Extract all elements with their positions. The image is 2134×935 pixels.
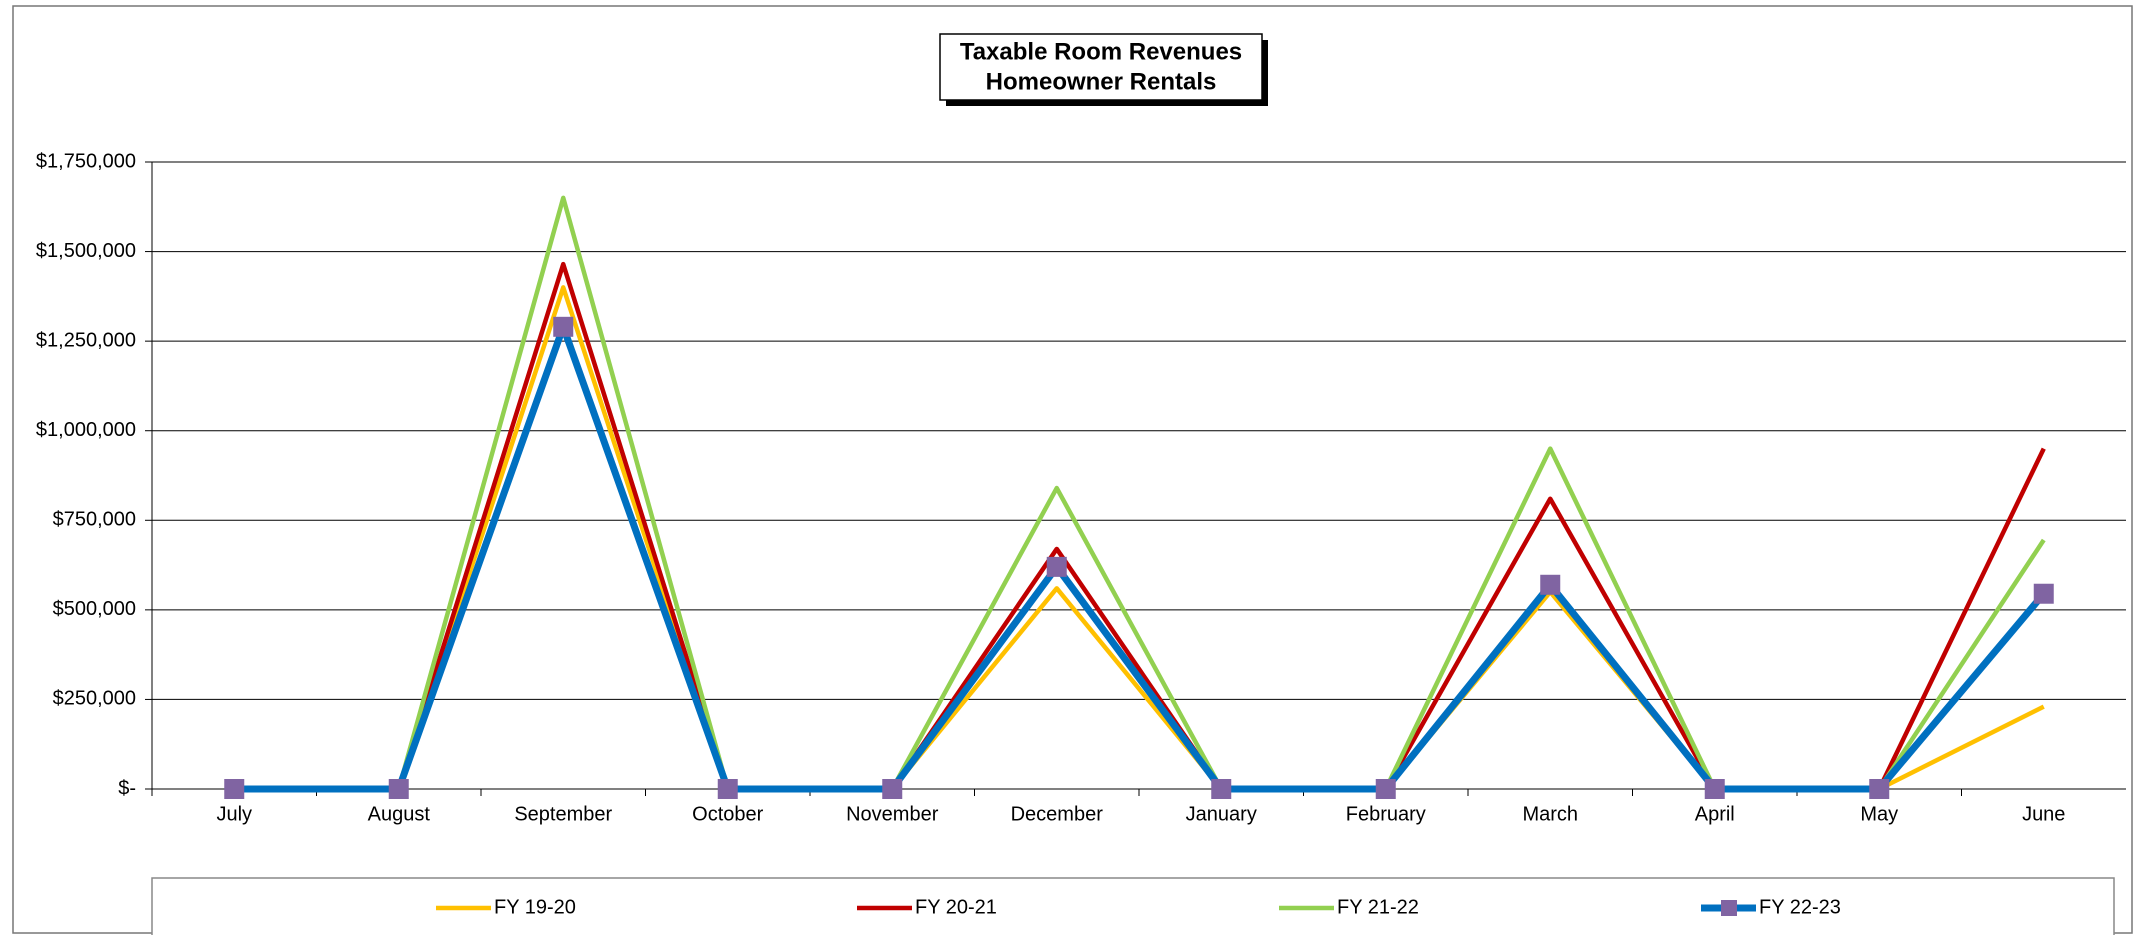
x-tick-label: August (368, 803, 431, 825)
legend-marker (1721, 900, 1737, 916)
series-marker (1869, 779, 1890, 799)
x-tick-label: March (1522, 803, 1578, 825)
series-marker (1540, 574, 1561, 595)
legend-label: FY 19-20 (494, 896, 576, 918)
x-tick-label: December (1011, 803, 1104, 825)
x-tick-label: June (2022, 803, 2065, 825)
series-marker (1375, 779, 1396, 799)
title-box (939, 33, 1263, 101)
x-tick-label: April (1695, 803, 1735, 825)
series-marker (224, 779, 245, 799)
x-tick-label: September (514, 803, 612, 825)
x-tick-label: October (692, 803, 763, 825)
series-marker (1704, 779, 1725, 799)
series-marker (882, 779, 903, 799)
y-tick-label: $- (118, 777, 136, 799)
series-marker (553, 316, 574, 337)
chart-subtitle: Homeowner Rentals (986, 68, 1217, 95)
series-line (234, 323, 2047, 793)
x-tick-label: February (1346, 803, 1426, 825)
y-tick-label: $500,000 (53, 598, 136, 620)
x-tick-label: January (1186, 803, 1257, 825)
series-marker (1211, 779, 1232, 799)
y-tick-label: $1,000,000 (36, 419, 136, 441)
y-tick-label: $750,000 (53, 509, 136, 531)
y-tick-label: $1,250,000 (36, 329, 136, 351)
y-tick-label: $250,000 (53, 688, 136, 710)
legend-label: FY 22-23 (1759, 896, 1841, 918)
chart-border (12, 5, 2133, 934)
x-tick-label: May (1860, 803, 1898, 825)
series-marker (388, 779, 409, 799)
y-tick-label: $1,750,000 (36, 150, 136, 172)
series-marker (1046, 556, 1067, 577)
x-tick-label: November (846, 803, 939, 825)
series-marker (717, 779, 738, 799)
x-tick-label: July (216, 803, 252, 825)
y-tick-label: $1,500,000 (36, 240, 136, 262)
series-marker (2033, 583, 2054, 604)
legend-label: FY 20-21 (915, 896, 997, 918)
chart-title: Taxable Room Revenues (960, 38, 1242, 65)
legend-label: FY 21-22 (1337, 896, 1419, 918)
